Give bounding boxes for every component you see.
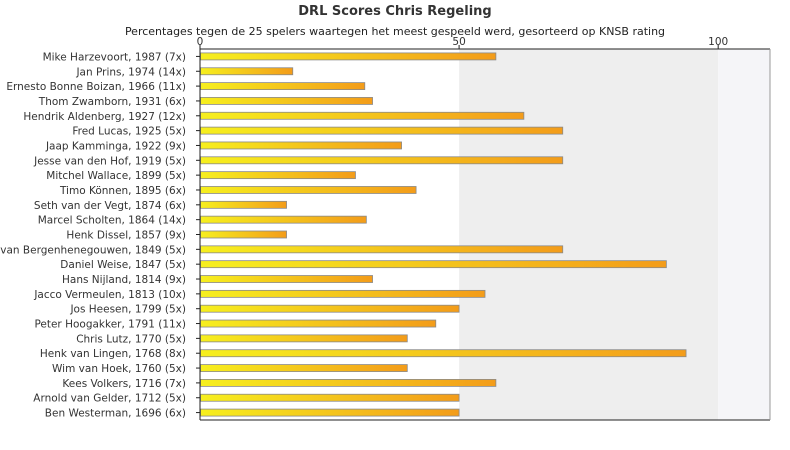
- category-label: Peter Hoogakker, 1791 (11x): [34, 319, 186, 331]
- category-label: Ernesto Bonne Boizan, 1966 (11x): [6, 81, 186, 93]
- bar: [200, 260, 667, 269]
- category-label: Kees Volkers, 1716 (7x): [62, 378, 186, 390]
- plot-band-100-plus: [718, 49, 770, 420]
- category-label: Mitchel Wallace, 1899 (5x): [46, 170, 186, 182]
- category-label: Jos Heesen, 1799 (5x): [69, 304, 186, 316]
- category-label: Chris Lutz, 1770 (5x): [76, 333, 186, 345]
- bar: [200, 52, 497, 61]
- bar: [200, 408, 460, 417]
- plot-background: [200, 49, 770, 420]
- category-label: Marcel Scholten, 1864 (14x): [38, 215, 186, 227]
- category-label: Mike Harzevoort, 1987 (7x): [43, 51, 186, 63]
- category-label: Henk Dissel, 1857 (9x): [66, 230, 186, 242]
- bar: [200, 230, 287, 239]
- bar: [200, 275, 373, 283]
- category-label: Wim van Hoek, 1760 (5x): [52, 363, 186, 375]
- bar: [200, 82, 366, 90]
- category-label: Hendrik Aldenberg, 1927 (12x): [23, 111, 186, 123]
- bar: [200, 349, 687, 358]
- bar: [200, 304, 460, 313]
- bar: [200, 334, 408, 343]
- category-label: Timo Können, 1895 (6x): [59, 185, 186, 197]
- category-label: Ben Westerman, 1696 (6x): [45, 408, 186, 420]
- x-ticks-group: 0 50 100: [197, 36, 728, 49]
- chart-subtitle: Percentages tegen de 25 spelers waartege…: [124, 25, 666, 38]
- bar: [200, 364, 408, 372]
- bar: [200, 97, 373, 105]
- category-labels-group: Mike Harzevoort, 1987 (7x) Jan Prins, 197…: [0, 51, 186, 419]
- bar: [200, 186, 417, 194]
- chart-title: DRL Scores Chris Regeling: [298, 4, 492, 19]
- category-label: Jan Prins, 1974 (14x): [75, 66, 186, 78]
- category-label: Daniel Weise, 1847 (5x): [60, 259, 186, 271]
- bar: [200, 200, 287, 209]
- bar: [200, 111, 525, 120]
- bar: [200, 67, 294, 76]
- bar: [200, 171, 356, 180]
- bar: [200, 141, 402, 150]
- bar: [200, 126, 564, 135]
- category-label: Henk van Lingen, 1768 (8x): [40, 348, 186, 360]
- bar: [200, 393, 460, 402]
- axis-group: [196, 48, 771, 421]
- category-label: Jesse van den Hof, 1919 (5x): [33, 155, 186, 167]
- category-label: Arnold van Gelder, 1712 (5x): [33, 393, 186, 405]
- category-label: Jaap Kamminga, 1922 (9x): [45, 140, 186, 152]
- category-label: Hans Nijland, 1814 (9x): [62, 274, 186, 286]
- x-tick-label: 0: [197, 36, 204, 48]
- plot-band-50-100: [459, 49, 719, 420]
- bar: [200, 245, 564, 254]
- bar: [200, 156, 564, 165]
- category-label: van Bergenhenegouwen, 1849 (5x): [0, 244, 186, 256]
- x-tick-label: 50: [452, 36, 465, 48]
- category-label: Fred Lucas, 1925 (5x): [72, 126, 186, 138]
- x-tick-label: 100: [708, 36, 728, 48]
- bar: [200, 319, 437, 328]
- bar: [200, 215, 367, 224]
- category-label: Seth van der Vegt, 1874 (6x): [34, 200, 186, 212]
- category-label: Thom Zwamborn, 1931 (6x): [38, 96, 186, 108]
- category-label: Jacco Vermeulen, 1813 (10x): [33, 289, 186, 301]
- bar: [200, 378, 497, 387]
- bar: [200, 289, 486, 298]
